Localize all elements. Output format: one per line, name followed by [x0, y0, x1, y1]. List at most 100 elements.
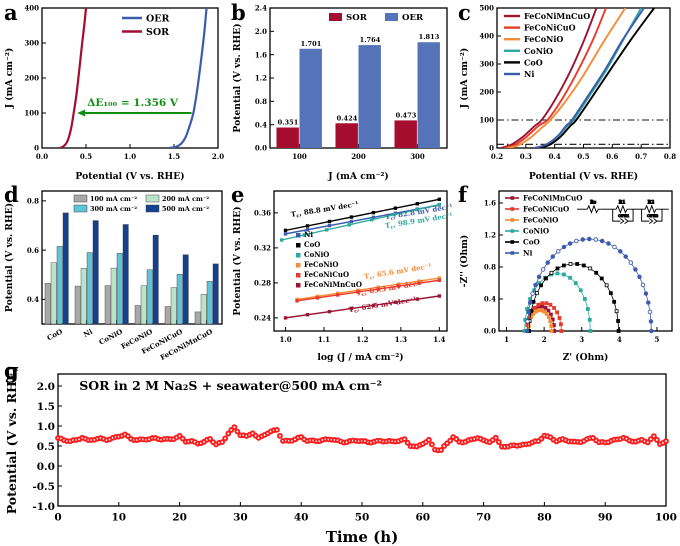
svg-text:SOR in 2 M Na₂S + seawater@500: SOR in 2 M Na₂S + seawater@500 mA cm⁻² [79, 378, 382, 393]
svg-text:90: 90 [598, 512, 613, 524]
svg-text:FeCoNiCuO: FeCoNiCuO [523, 205, 569, 214]
svg-text:0.32: 0.32 [254, 244, 271, 253]
panel-letter-e: e [231, 182, 245, 207]
svg-text:500: 500 [479, 4, 494, 13]
svg-text:1.0: 1.0 [124, 152, 136, 161]
svg-text:FeCoNiO: FeCoNiO [524, 34, 563, 44]
svg-text:2.0: 2.0 [37, 381, 55, 393]
svg-text:Potential (V vs. RHE): Potential (V vs. RHE) [232, 23, 243, 132]
svg-text:FeCoNiCuO: FeCoNiCuO [524, 23, 576, 33]
svg-text:0.4: 0.4 [549, 152, 561, 161]
svg-text:CoNiO: CoNiO [523, 227, 549, 236]
svg-text:0: 0 [34, 144, 39, 153]
svg-text:0.6: 0.6 [27, 246, 39, 255]
panel-letter-a: a [4, 0, 18, 25]
svg-text:0.3: 0.3 [520, 152, 532, 161]
svg-text:1.2: 1.2 [255, 74, 267, 83]
svg-text:0.2: 0.2 [491, 152, 503, 161]
svg-text:0.7: 0.7 [635, 152, 647, 161]
svg-text:1: 1 [504, 335, 509, 344]
svg-text:100: 100 [655, 512, 677, 524]
svg-text:30: 30 [233, 512, 248, 524]
svg-text:FeCoNiCuO: FeCoNiCuO [304, 270, 349, 279]
svg-text:OER: OER [402, 13, 424, 23]
svg-text:Ni: Ni [304, 230, 313, 239]
svg-text:0.0: 0.0 [255, 144, 267, 153]
svg-text:0.4: 0.4 [27, 295, 39, 304]
svg-text:1.6: 1.6 [255, 50, 267, 59]
svg-text:0.5: 0.5 [37, 441, 55, 453]
svg-text:1.813: 1.813 [419, 33, 440, 41]
svg-text:Potential (V vs. RHE): Potential (V vs. RHE) [232, 206, 243, 315]
svg-text:1.701: 1.701 [301, 40, 322, 48]
svg-text:ΔE₁₀₀ = 1.356 V: ΔE₁₀₀ = 1.356 V [87, 97, 179, 109]
svg-text:1.0: 1.0 [279, 335, 291, 344]
svg-text:-Z'' (Ohm): -Z'' (Ohm) [459, 235, 470, 287]
svg-text:FeCoNiMnCuO: FeCoNiMnCuO [159, 327, 214, 362]
svg-text:FeCoNiMnCuO: FeCoNiMnCuO [304, 280, 362, 289]
svg-text:Tc, 62.5 mV dec⁻¹: Tc, 62.5 mV dec⁻¹ [348, 295, 417, 316]
svg-text:Potential (V vs. RHE): Potential (V vs. RHE) [4, 203, 15, 312]
svg-text:0.6: 0.6 [606, 152, 618, 161]
svg-text:1.6: 1.6 [484, 199, 496, 208]
svg-text:J (mA cm⁻²): J (mA cm⁻²) [4, 48, 15, 109]
panel-c-catalyst-lsv-chart: 0.2 0.3 0.4 0.5 0.6 0.7 0.8 0 100 200 300 400 500 Pot… [459, 4, 676, 182]
svg-text:Potential (V vs. RHE): Potential (V vs. RHE) [4, 366, 19, 515]
svg-text:0.0: 0.0 [36, 152, 48, 161]
svg-text:10: 10 [111, 512, 126, 524]
svg-text:0.0: 0.0 [37, 461, 55, 473]
svg-text:FeCoNiMnCuO: FeCoNiMnCuO [523, 194, 583, 203]
svg-text:300 mA cm⁻²: 300 mA cm⁻² [90, 205, 137, 213]
svg-text:400: 400 [479, 32, 494, 41]
panel-b-potential-bar-chart: 0.0 0.4 0.8 1.2 1.6 2.0 2.4 J (mA cm⁻²) Potentia… [232, 4, 448, 182]
svg-text:3: 3 [579, 335, 584, 344]
svg-text:-1.0: -1.0 [32, 501, 55, 513]
panel-f-nyquist-chart: 1 2 3 4 5 0.0 0.4 0.8 1.2 1.6 Z' (Ohm) -Z'' (Ohm) Fe… [459, 190, 673, 363]
panel-letter-b: b [231, 0, 246, 25]
svg-text:0.5: 0.5 [80, 152, 92, 161]
svg-text:1.3: 1.3 [395, 335, 407, 344]
svg-text:0: 0 [489, 144, 494, 153]
svg-text:0.424: 0.424 [337, 114, 358, 122]
svg-text:300: 300 [24, 39, 39, 48]
svg-text:-0.5: -0.5 [32, 481, 55, 493]
svg-text:0.4: 0.4 [484, 295, 496, 304]
svg-text:20: 20 [172, 512, 187, 524]
svg-text:1.4: 1.4 [433, 335, 445, 344]
svg-text:CoO: CoO [45, 327, 64, 343]
svg-text:2.0: 2.0 [212, 152, 224, 161]
svg-text:4: 4 [617, 335, 622, 344]
svg-text:0.351: 0.351 [278, 119, 299, 127]
svg-text:R2: R2 [648, 200, 655, 205]
svg-text:100: 100 [479, 116, 494, 125]
svg-text:100 mA cm⁻²: 100 mA cm⁻² [90, 195, 137, 203]
svg-text:CPE2: CPE2 [647, 213, 659, 218]
svg-text:J (mA cm⁻²): J (mA cm⁻²) [327, 171, 388, 182]
svg-text:70: 70 [476, 512, 491, 524]
svg-text:J (mA cm⁻²): J (mA cm⁻²) [459, 48, 470, 109]
svg-text:5: 5 [655, 335, 660, 344]
svg-text:1.2: 1.2 [484, 231, 496, 240]
svg-text:1.2: 1.2 [356, 335, 368, 344]
svg-text:1.0: 1.0 [37, 421, 55, 433]
svg-text:0: 0 [54, 512, 61, 524]
svg-text:2: 2 [542, 335, 547, 344]
svg-text:1.1: 1.1 [318, 335, 330, 344]
svg-text:0.8: 0.8 [255, 97, 267, 106]
svg-text:log (J / mA cm⁻²): log (J / mA cm⁻²) [317, 352, 403, 363]
svg-text:0.0: 0.0 [484, 327, 496, 336]
svg-text:Time (h): Time (h) [326, 528, 399, 546]
svg-text:100: 100 [292, 152, 307, 161]
svg-text:200 mA cm⁻²: 200 mA cm⁻² [162, 195, 209, 203]
svg-text:CoNiO: CoNiO [524, 46, 553, 56]
panel-a-lsv-sor-vs-oer-chart: 0.0 0.5 1.0 1.5 2.0 0 100 200 300 400 Potential (V… [4, 4, 224, 182]
svg-text:Potential (V vs. RHE): Potential (V vs. RHE) [529, 171, 638, 182]
svg-text:0.8: 0.8 [664, 152, 676, 161]
svg-text:0.8: 0.8 [27, 197, 39, 206]
svg-text:1.5: 1.5 [168, 152, 180, 161]
svg-text:80: 80 [537, 512, 552, 524]
svg-text:CoO: CoO [523, 238, 540, 247]
svg-text:SOR: SOR [146, 27, 169, 38]
